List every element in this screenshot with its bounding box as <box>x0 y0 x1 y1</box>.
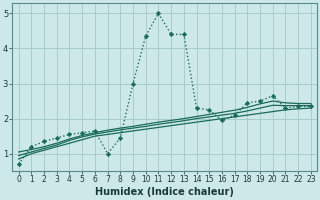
X-axis label: Humidex (Indice chaleur): Humidex (Indice chaleur) <box>95 187 234 197</box>
